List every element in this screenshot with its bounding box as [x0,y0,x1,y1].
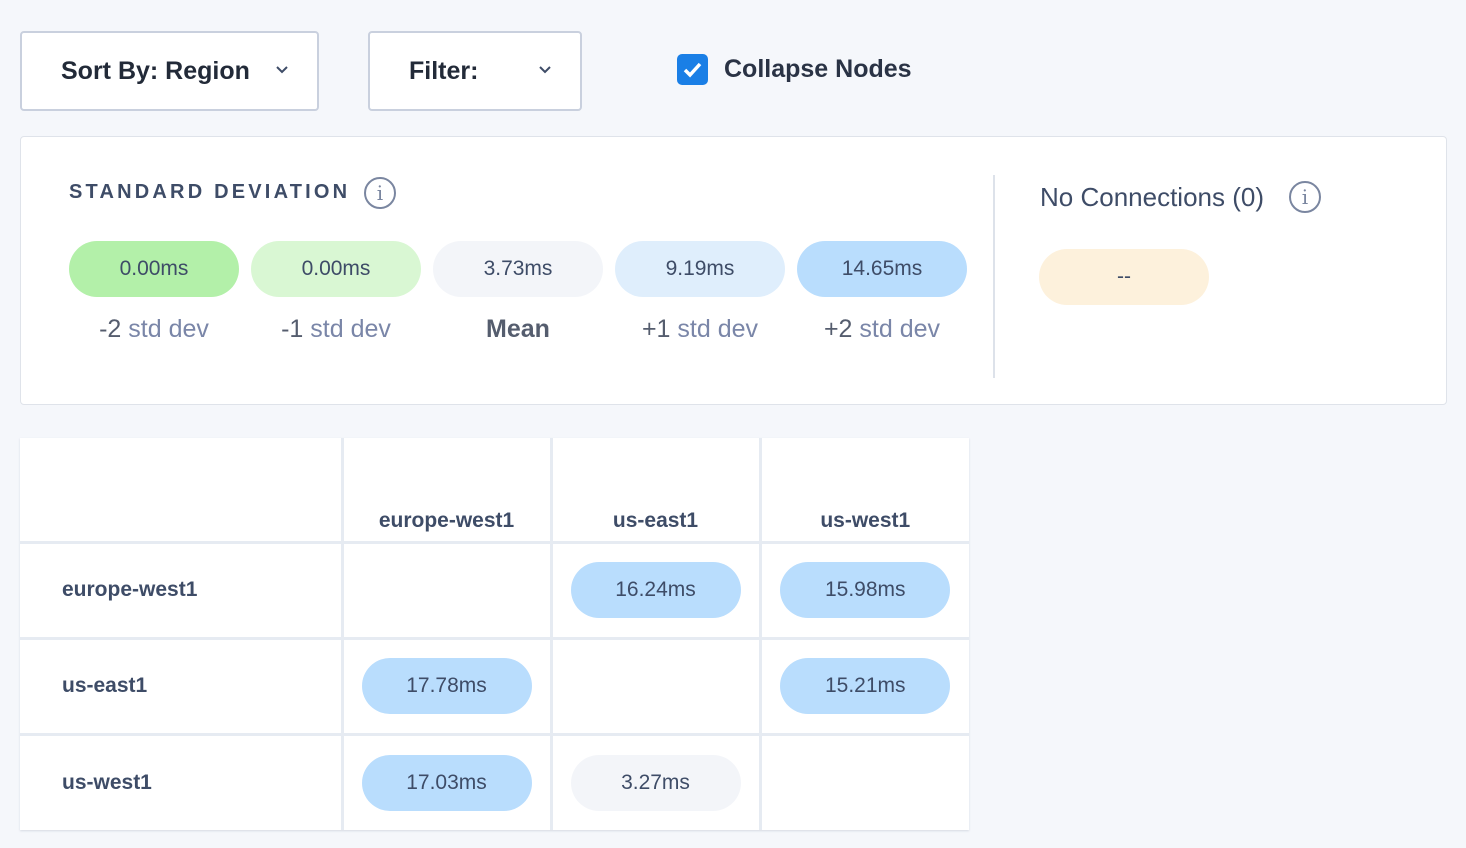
std-dev-label: Mean [433,315,603,344]
matrix-cell: 17.78ms [340,636,553,736]
matrix-cell: 3.27ms [549,732,762,830]
std-dev-prefix: Mean [486,315,550,343]
filter-dropdown[interactable]: Filter: [368,31,582,111]
latency-pill: 3.27ms [570,754,741,811]
filter-label: Filter: [409,56,479,85]
std-dev-suffix: std dev [859,315,941,343]
corner-cell [20,438,344,544]
std-dev-pill: 3.73ms [433,241,603,297]
std-dev-prefix: -2 [99,315,122,343]
matrix-cell: 16.24ms [549,540,762,640]
std-dev-prefix: +1 [641,315,671,343]
sort-by-label: Sort By: Region [61,56,250,85]
matrix-cell [758,732,969,830]
row-header: us-east1 [20,636,344,736]
column-header: us-east1 [549,438,762,544]
table-row: europe-west1 16.24ms 15.98ms [20,540,969,640]
matrix-cell: 17.03ms [340,732,553,830]
info-icon[interactable]: i [364,177,396,209]
matrix-cell [549,636,762,736]
header-row: europe-west1 us-east1 us-west1 [20,438,969,544]
table-row: us-east1 17.78ms 15.21ms [20,636,969,736]
sort-by-dropdown[interactable]: Sort By: Region [20,31,319,111]
latency-pill: 15.98ms [780,562,951,618]
no-connections-pill: -- [1039,249,1209,305]
column-header: europe-west1 [340,438,553,544]
chevron-down-icon [539,66,551,74]
latency-matrix: europe-west1 us-east1 us-west1 europe-we… [20,438,969,830]
matrix-cell: 15.98ms [758,540,969,640]
no-connections-label: No Connections (0) [1040,182,1264,212]
table-row: us-west1 17.03ms 3.27ms [20,732,969,830]
std-dev-pill: 9.19ms [615,241,785,297]
std-dev-pill: 0.00ms [69,241,239,297]
latency-pill: 15.21ms [780,658,951,714]
std-dev-suffix: std dev [677,315,759,343]
checkmark-icon [683,62,702,78]
column-header: us-west1 [758,438,969,544]
collapse-nodes-label[interactable]: Collapse Nodes [724,55,912,83]
matrix-cell [340,540,553,640]
std-dev-label: +1 std dev [615,315,785,344]
chevron-down-icon [276,66,288,74]
info-icon[interactable]: i [1289,181,1321,213]
std-dev-suffix: std dev [310,315,391,343]
latency-pill: 17.03ms [361,754,532,811]
row-header: us-west1 [20,732,344,830]
latency-pill: 17.78ms [361,658,532,714]
std-dev-card: STANDARD DEVIATION i 0.00ms -2 std dev 0.0… [20,136,1447,405]
std-dev-prefix: +2 [823,315,853,343]
std-dev-label: +2 std dev [797,315,967,344]
row-header: europe-west1 [20,540,344,640]
collapse-nodes-checkbox[interactable] [677,54,708,85]
divider [993,175,995,378]
std-dev-prefix: -1 [281,315,304,343]
std-dev-pill: 0.00ms [251,241,421,297]
std-dev-title: STANDARD DEVIATION [69,181,351,203]
std-dev-label: -2 std dev [69,315,239,344]
std-dev-label: -1 std dev [251,315,421,344]
std-dev-pill: 14.65ms [797,241,967,297]
std-dev-suffix: std dev [128,315,209,343]
latency-pill: 16.24ms [570,562,741,618]
matrix-cell: 15.21ms [758,636,969,736]
